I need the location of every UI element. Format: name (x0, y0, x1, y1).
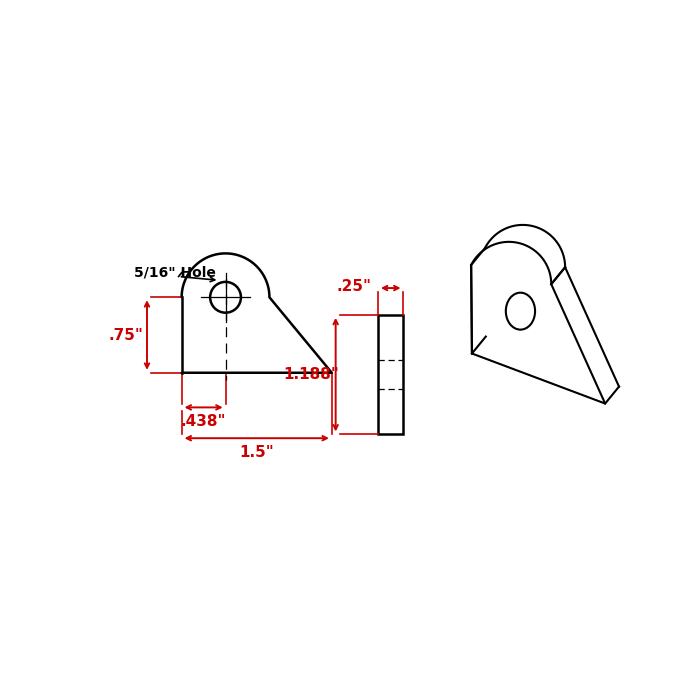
Text: .75": .75" (108, 328, 143, 342)
Text: .25": .25" (337, 279, 372, 294)
Bar (378, 315, 403, 434)
Text: .438": .438" (181, 414, 226, 429)
Text: 1.188": 1.188" (283, 368, 339, 382)
Text: 1.5": 1.5" (239, 444, 274, 460)
Text: 5/16" Hole: 5/16" Hole (134, 265, 216, 279)
